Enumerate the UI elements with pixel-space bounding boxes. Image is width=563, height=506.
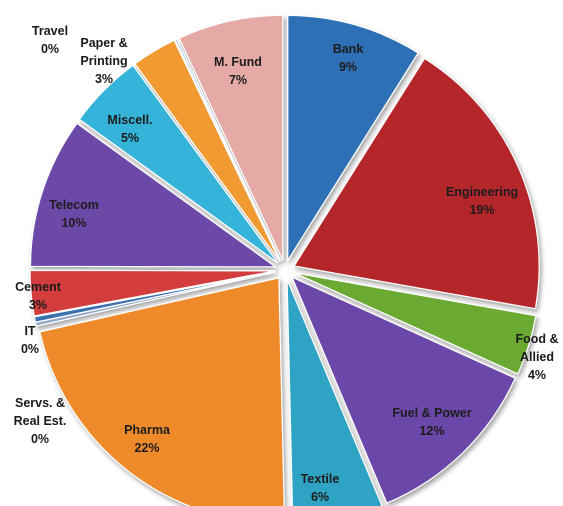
label-miscell: Miscell. 5% [107,113,152,145]
label-bank: Bank 9% [333,42,364,74]
pie-slices [29,14,540,506]
label-cement: Cement 3% [15,280,62,312]
label-m-fund: M. Fund 7% [214,55,262,87]
slice-paper-printing [134,39,281,262]
label-paper-printing: Paper & Printing 3% [80,36,127,86]
label-pharma: Pharma 22% [124,423,171,455]
slice-cement [29,269,276,317]
slice-food-allied [294,272,537,375]
slice-it [33,271,276,323]
slice-pharma [39,277,285,506]
label-it: IT 0% [21,324,39,356]
label-engineering: Engineering 19% [446,185,518,217]
label-food-allied: Food & Allied 4% [515,332,558,382]
slice-telecom [29,122,278,268]
slice-fuel-power [290,275,516,504]
label-fuel-power: Fuel & Power 12% [392,406,471,438]
slice-miscell [78,64,279,264]
slice-bank [287,14,420,263]
slice-travel [174,38,282,262]
slice-m-fund [178,14,284,261]
label-textile: Textile 6% [301,472,340,504]
label-travel: Travel 0% [32,24,68,56]
pie-labels: Bank 9% Engineering 19% Food & Allied 4% Fuel &… [14,24,559,504]
label-servs-real-est: Servs. & Real Est. 0% [14,396,67,446]
slice-engineering [293,57,540,310]
label-telecom: Telecom 10% [49,198,99,230]
